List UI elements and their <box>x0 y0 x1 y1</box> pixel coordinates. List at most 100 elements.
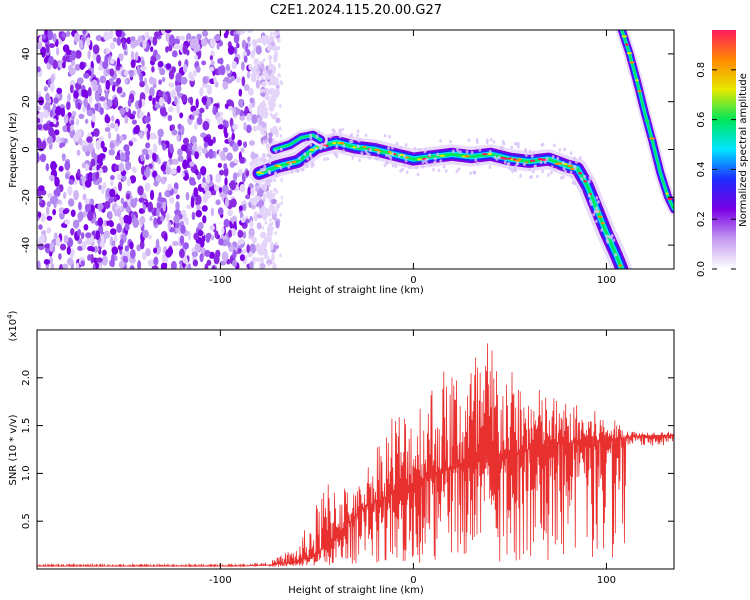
noise-speckle <box>113 96 118 107</box>
noise-speckle <box>239 184 246 193</box>
noise-speckle <box>196 204 201 211</box>
noise-speckle <box>229 180 237 191</box>
ridge-hotspot <box>529 159 536 162</box>
noise-speckle <box>165 46 169 53</box>
noise-speckle <box>276 207 279 212</box>
noise-speckle <box>110 122 115 129</box>
y-tick-label: 0.5 <box>21 513 32 529</box>
ridge-halo <box>397 154 401 158</box>
noise-speckle <box>55 136 62 144</box>
ridge-halo <box>488 165 492 169</box>
noise-speckle <box>265 37 269 42</box>
noise-speckle <box>152 143 158 154</box>
ridge-halo <box>579 155 582 160</box>
ridge-halo <box>541 169 544 174</box>
ridge-halo <box>561 175 565 179</box>
noise-speckle <box>116 37 122 46</box>
ridge-halo <box>573 181 577 186</box>
noise-speckle <box>111 246 119 255</box>
noise-speckle <box>112 37 118 43</box>
noise-speckle <box>160 164 167 172</box>
y-tick-label: 1.5 <box>21 418 32 434</box>
noise-speckle <box>163 233 168 242</box>
noise-speckle <box>159 96 164 107</box>
figure-title: C2E1.2024.115.20.00.G27 <box>270 3 442 18</box>
noise-speckle <box>75 49 82 59</box>
noise-speckle <box>197 145 203 151</box>
ridge-halo <box>513 141 517 146</box>
noise-speckle <box>147 259 155 267</box>
noise-speckle <box>279 213 282 218</box>
noise-speckle <box>214 230 219 239</box>
ridge-halo <box>513 168 517 172</box>
noise-speckle <box>278 126 282 131</box>
ridge-halo <box>369 148 372 152</box>
noise-speckle <box>158 79 163 85</box>
noise-speckle <box>176 134 181 142</box>
ridge-halo <box>403 163 406 168</box>
noise-speckle <box>275 112 278 117</box>
ridge-halo <box>385 161 389 165</box>
noise-speckle <box>195 199 200 206</box>
ridge-halo <box>465 150 469 154</box>
noise-speckle <box>112 84 116 92</box>
noise-speckle <box>41 34 47 40</box>
noise-speckle <box>101 165 108 173</box>
noise-speckle <box>201 147 208 154</box>
noise-speckle <box>194 121 198 130</box>
ridge-hotspot <box>387 150 392 153</box>
noise-speckle <box>158 135 162 146</box>
ridge-halo <box>444 169 448 173</box>
noise-speckle <box>177 148 183 157</box>
ridge-halo <box>274 149 278 153</box>
noise-speckle <box>268 55 273 61</box>
noise-speckle <box>116 223 123 234</box>
ridge-halo <box>421 164 425 169</box>
noise-speckle <box>278 64 281 69</box>
noise-speckle <box>268 81 272 86</box>
ridge-halo <box>595 206 599 211</box>
noise-speckle <box>100 233 105 245</box>
ridge-halo <box>469 171 472 176</box>
ridge-hotspot <box>347 144 352 148</box>
noise-speckle <box>243 121 247 131</box>
noise-speckle <box>210 207 215 217</box>
ridge-halo <box>492 140 496 144</box>
noise-speckle <box>164 30 172 34</box>
noise-speckle <box>221 226 225 235</box>
noise-speckle <box>167 221 172 230</box>
ridge-halo <box>289 162 293 167</box>
ridge-halo <box>338 128 342 133</box>
ridge-halo <box>356 133 359 138</box>
noise-speckle <box>237 139 243 147</box>
ridge-halo <box>391 152 394 156</box>
noise-speckle <box>189 180 197 186</box>
noise-speckle <box>46 201 51 208</box>
noise-speckle <box>65 173 69 180</box>
noise-speckle <box>223 163 228 170</box>
noise-speckle <box>165 63 172 70</box>
noise-speckle <box>268 197 271 202</box>
noise-speckle <box>77 102 82 110</box>
noise-speckle <box>122 201 128 209</box>
ridge-hotspot <box>635 79 639 82</box>
noise-speckle <box>232 124 239 130</box>
noise-speckle <box>195 43 201 52</box>
y-tick-label: 2.0 <box>21 370 32 386</box>
ridge-halo <box>516 161 520 166</box>
noise-speckle <box>80 260 85 267</box>
noise-speckle <box>60 107 66 118</box>
noise-speckle <box>226 78 233 84</box>
ridge-halo <box>493 155 497 159</box>
noise-speckle <box>45 163 50 172</box>
noise-speckle <box>209 224 215 231</box>
noise-speckle <box>240 249 247 254</box>
noise-speckle <box>168 69 175 80</box>
noise-speckle <box>185 216 189 226</box>
noise-speckle <box>37 66 41 73</box>
ridge-halo <box>273 172 277 176</box>
noise-speckle <box>170 124 176 131</box>
noise-speckle <box>82 145 89 153</box>
snr-axes: -100 0 100 0.5 1.0 1.5 2.0 <box>21 330 674 586</box>
noise-speckle <box>268 90 272 95</box>
